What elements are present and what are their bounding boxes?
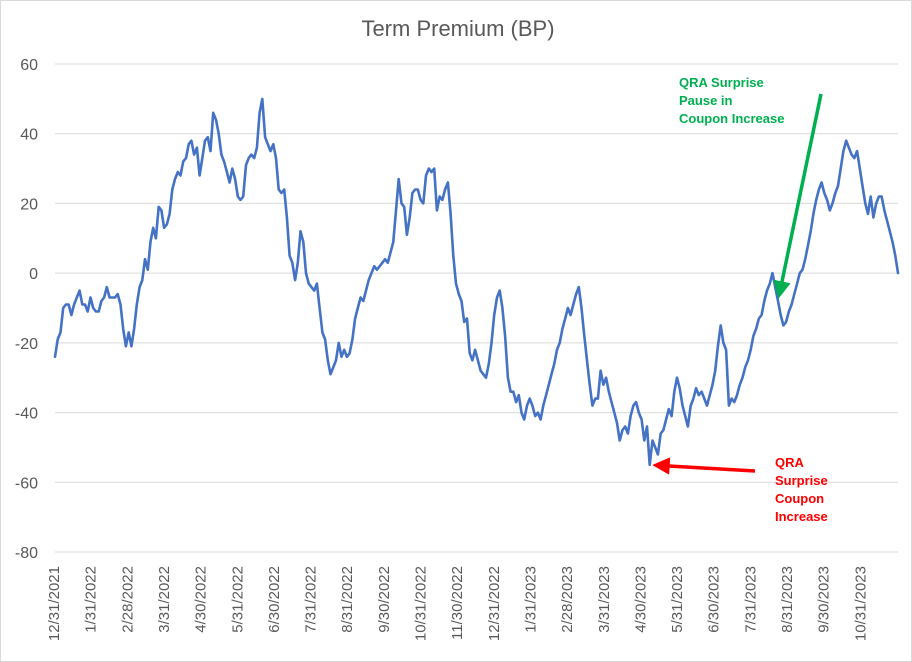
annotation-text-1: QRA Surprise Coupon Increase [775, 455, 828, 524]
x-tick-label: 1/31/2022 [83, 566, 100, 633]
y-axis-ticks: 60 40 20 0 -20 -40 -60 -80 [15, 57, 38, 562]
annotations: QRA Surprise Pause in Coupon Increase QRA Su… [652, 75, 828, 524]
x-tick-label: 9/30/2022 [376, 566, 393, 633]
series-line-term-premium [53, 97, 900, 467]
x-tick-label: 10/31/2023 [852, 566, 869, 641]
x-axis-ticks: 12/31/2021 1/31/2022 2/28/2022 3/31/2022 4/3… [46, 566, 869, 641]
x-tick-label: 9/30/2023 [816, 566, 833, 633]
y-tick-label: -60 [15, 475, 38, 492]
chart-title: Term Premium (BP) [361, 16, 554, 41]
x-tick-label: 6/30/2023 [706, 566, 723, 633]
x-tick-label: 2/28/2022 [119, 566, 136, 633]
annotation-arrow-1 [652, 457, 756, 475]
x-tick-label: 5/31/2022 [229, 566, 246, 633]
annotation-text-0: QRA Surprise Pause in Coupon Increase [679, 75, 784, 126]
x-tick-label: 4/30/2022 [193, 566, 210, 633]
y-tick-label: 60 [20, 57, 38, 74]
x-tick-label: 8/31/2022 [339, 566, 356, 633]
annotation-arrow-0 [773, 93, 823, 299]
y-tick-label: 0 [29, 266, 38, 283]
y-tick-label: 40 [20, 127, 38, 144]
x-tick-label: 4/30/2023 [632, 566, 649, 633]
x-tick-label: 7/31/2022 [303, 566, 320, 633]
x-tick-label: 6/30/2022 [266, 566, 283, 633]
grid-layer [55, 63, 898, 553]
x-tick-label: 5/31/2023 [669, 566, 686, 633]
x-tick-label: 12/31/2021 [46, 566, 63, 641]
x-tick-label: 7/31/2023 [742, 566, 759, 633]
x-tick-label: 12/31/2022 [486, 566, 503, 641]
y-tick-label: -80 [15, 545, 38, 562]
y-tick-label: -40 [15, 406, 38, 423]
x-tick-label: 3/31/2023 [596, 566, 613, 633]
x-tick-label: 2/28/2023 [559, 566, 576, 633]
x-tick-label: 3/31/2022 [156, 566, 173, 633]
y-tick-label: 20 [20, 196, 38, 213]
x-tick-label: 1/31/2023 [522, 566, 539, 633]
x-tick-label: 8/31/2023 [779, 566, 796, 633]
x-tick-label: 11/30/2022 [449, 566, 466, 640]
x-tick-label: 10/31/2022 [413, 566, 430, 641]
y-tick-label: -20 [15, 336, 38, 353]
